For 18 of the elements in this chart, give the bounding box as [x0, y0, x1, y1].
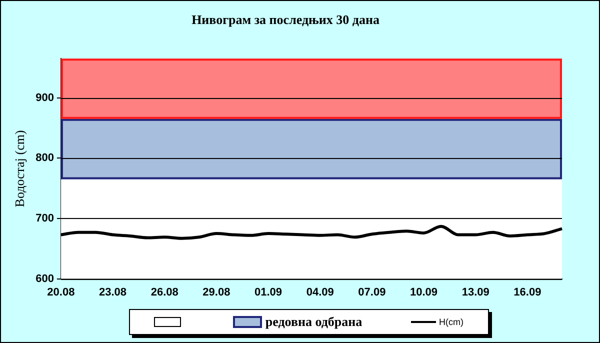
x-tick-label: 13.09	[462, 286, 490, 298]
y-tick-label: 600	[36, 272, 54, 285]
y-axis-title: Водостај (cm)	[12, 130, 28, 208]
legend-label: редовна одбрана	[265, 314, 362, 330]
x-tick-label: 29.08	[202, 286, 230, 298]
y-tick-label: 700	[36, 212, 54, 224]
x-tick-label: 01.09	[254, 286, 282, 298]
chart-title: Нивограм за последњих 30 дана	[192, 12, 380, 28]
y-tick-label: 900	[36, 92, 54, 104]
x-tick-label: 20.08	[47, 286, 75, 298]
x-tick-label: 16.09	[514, 286, 542, 298]
legend-label: H(cm)	[439, 317, 464, 327]
x-tick-label: 10.09	[410, 286, 438, 298]
x-tick-label: 26.08	[150, 286, 178, 298]
x-tick-label: 04.09	[306, 286, 334, 298]
y-tick-label: 800	[36, 152, 54, 164]
x-tick-label: 23.08	[99, 286, 127, 298]
x-tick-label: 07.09	[358, 286, 386, 298]
